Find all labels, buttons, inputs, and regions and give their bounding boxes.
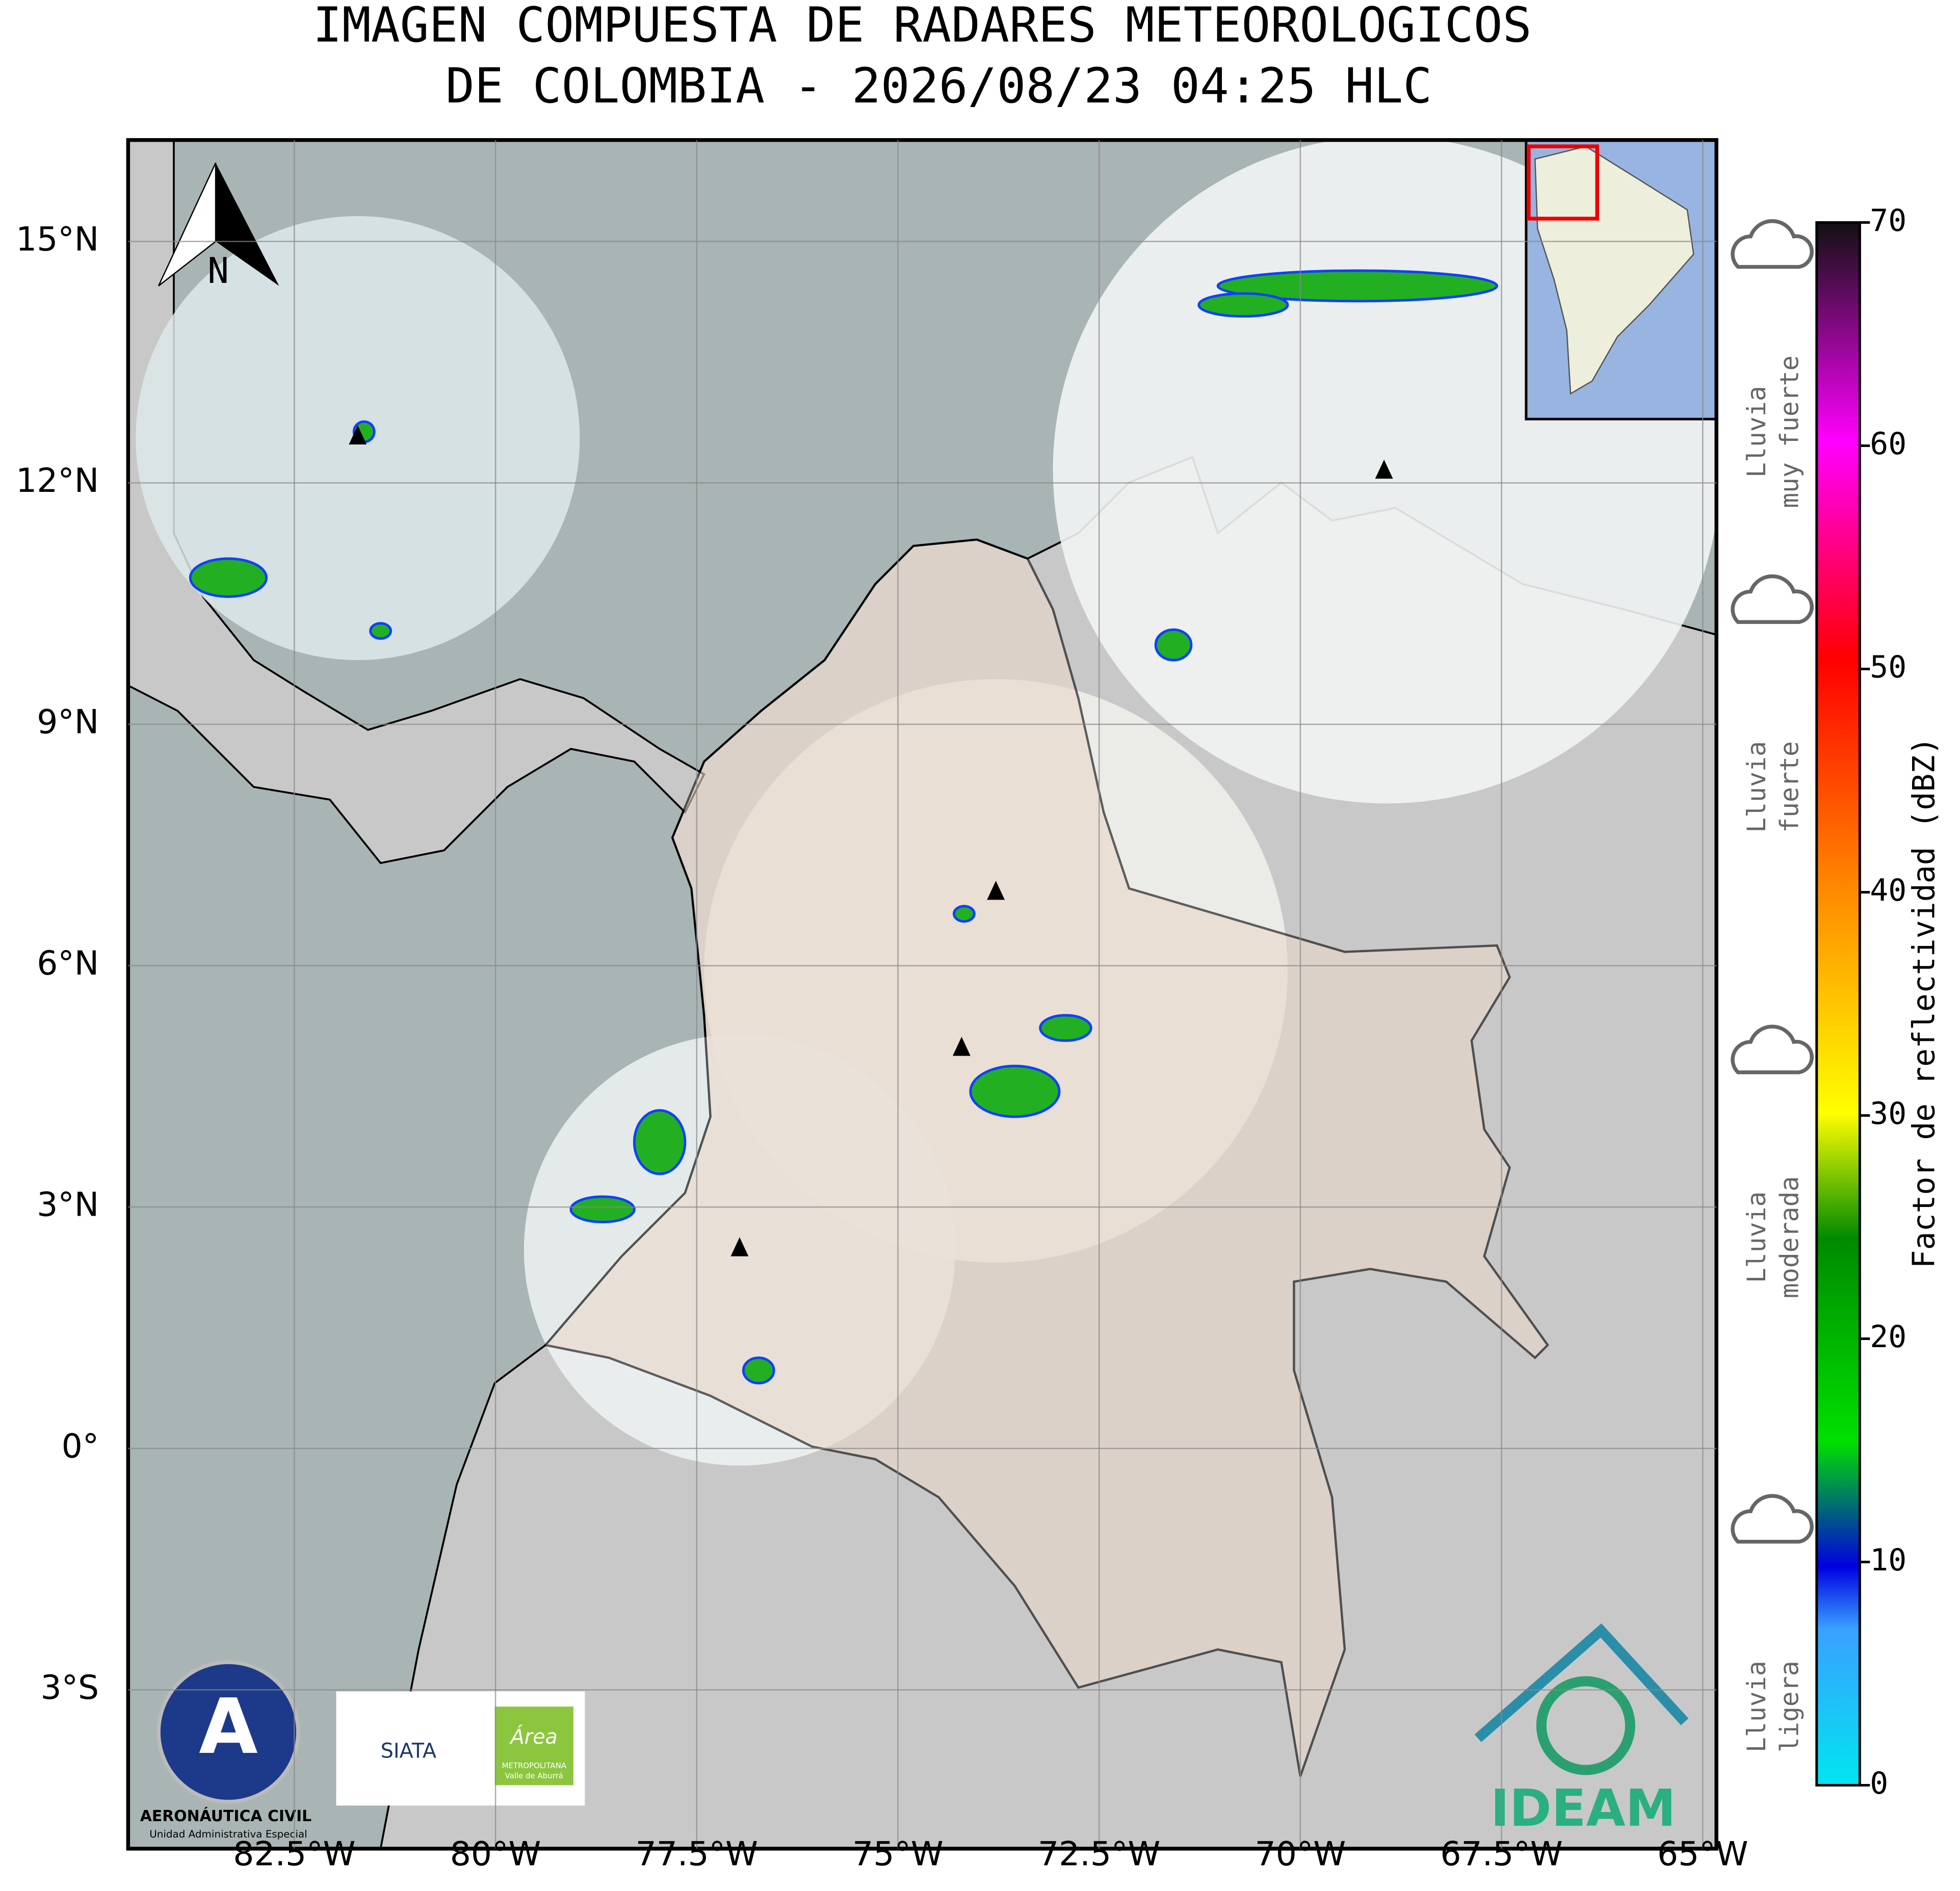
inset-map [1525, 140, 1717, 421]
lat-label: 3°N [37, 1186, 99, 1224]
logo-text: AERONÁUTICA CIVIL [140, 1807, 311, 1825]
colorbar-tick-label: 60 [1870, 427, 1906, 462]
rain-icon [1731, 219, 1814, 269]
colorbar-tick-label: 30 [1870, 1096, 1906, 1132]
lat-label: 15°N [16, 220, 99, 258]
logo-text: SIATA [381, 1739, 437, 1763]
lon-label: 70°W [1255, 1835, 1346, 1873]
rain-level-label: ligera [1775, 1661, 1805, 1752]
rain-icon [1731, 574, 1814, 624]
lon-label: 82.5°W [233, 1835, 355, 1873]
rain-level-label: Lluvia [1742, 741, 1771, 833]
logo-text: Área [509, 1725, 557, 1749]
echoes [189, 269, 1499, 1385]
colorbar [1815, 221, 1861, 1787]
rain-icon [1731, 1494, 1814, 1544]
lon-label: 72.5°W [1038, 1835, 1160, 1873]
colorbar-tick-label: 0 [1870, 1766, 1888, 1801]
rain-icon [1731, 1025, 1814, 1074]
lat-label: 0° [62, 1427, 99, 1465]
rain-level-label: muy fuerte [1775, 355, 1805, 508]
logo-text: Unidad Administrativa Especial [149, 1828, 307, 1840]
lon-label: 65°W [1657, 1835, 1748, 1873]
lon-label: 80°W [450, 1835, 541, 1873]
logo-text: Valle de Aburrá [505, 1771, 563, 1780]
colorbar-label: Factor de reflectividad (dBZ) [1906, 737, 1942, 1269]
rain-level-label: fuerte [1775, 741, 1805, 833]
rain-level-label: Lluvia [1742, 1192, 1771, 1283]
radar-sites [349, 425, 1393, 1256]
colombia [543, 538, 1550, 1777]
lat-label: 3°S [41, 1669, 99, 1707]
lat-label: 12°N [16, 462, 99, 500]
title-line: IMAGEN COMPUESTA DE RADARES METEOROLOGIC… [313, 0, 1532, 54]
title-line: DE COLOMBIA - 2026/08/23 04:25 HLC [446, 58, 1432, 114]
lon-label: 75°W [852, 1835, 944, 1873]
rain-level-label: Lluvia [1742, 386, 1771, 478]
map-frame [126, 138, 1718, 1851]
map-area: N A AERONÁUTICA CIVIL Unidad Administrat… [128, 140, 1717, 1849]
north-arrow: N [158, 162, 279, 292]
lon-label: 67.5°W [1440, 1835, 1562, 1873]
logo-text: METROPOLITANA [502, 1761, 566, 1770]
colorbar-tick-label: 50 [1870, 650, 1906, 685]
colorbar-tick-label: 70 [1870, 203, 1906, 239]
lat-label: 6°N [37, 944, 99, 983]
rain-level-label: moderada [1775, 1176, 1805, 1299]
colorbar-tick-label: 40 [1870, 873, 1906, 908]
north-label: N [207, 250, 229, 292]
colorbar-tick-label: 10 [1870, 1543, 1906, 1578]
svg-text:A: A [199, 1683, 258, 1771]
rain-level-label: Lluvia [1742, 1661, 1771, 1752]
logo-text: IDEAM [1491, 1779, 1676, 1838]
colorbar-tick-label: 20 [1870, 1320, 1906, 1355]
lat-label: 9°N [37, 703, 99, 742]
lon-label: 77.5°W [636, 1835, 758, 1873]
logos: A AERONÁUTICA CIVIL Unidad Administrativ… [140, 1623, 1689, 1840]
